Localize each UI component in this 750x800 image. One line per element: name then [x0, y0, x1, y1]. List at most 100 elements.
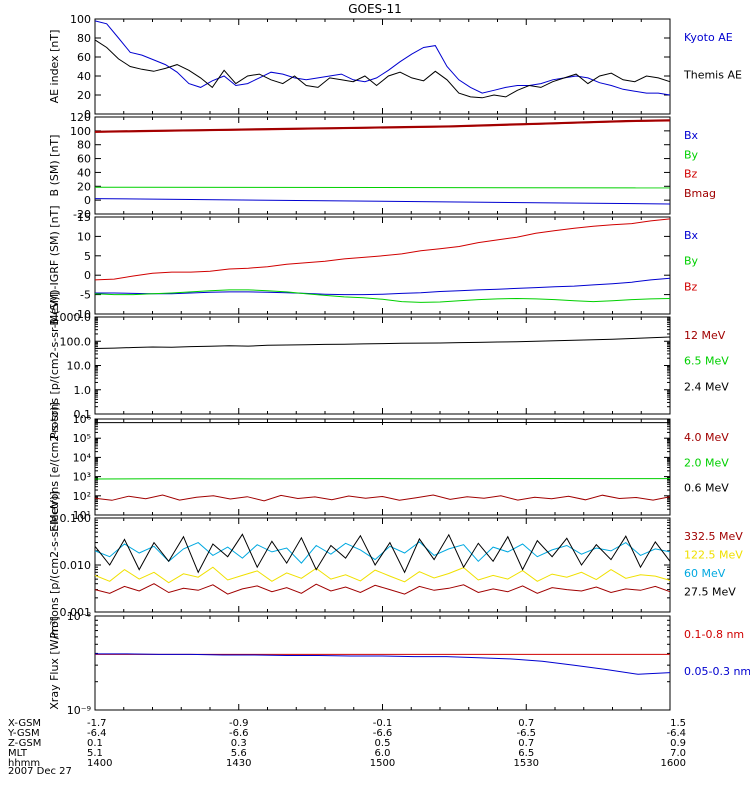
- legend-entry: By: [684, 255, 699, 268]
- legend-entry: 122.5 MeV: [684, 549, 743, 562]
- legend-entry: 0.6 MeV: [684, 482, 729, 495]
- x-axis-value: 1430: [226, 758, 251, 769]
- x-axis-value: 0.9: [670, 738, 686, 749]
- y-tick-label: 10⁶: [73, 413, 92, 426]
- legend-entry: 2.0 MeV: [684, 456, 729, 469]
- panel-7: 10⁻⁹ 10⁻⁸ Xray Flux [W/m²] 0.1-0.8 nm 0.05-0…: [48, 610, 750, 717]
- series-line-4-0-mev: [94, 494, 671, 502]
- y-tick-label: 0: [84, 269, 91, 282]
- x-axis-value: -6.6: [373, 728, 393, 739]
- x-axis-value: 6.5: [518, 748, 534, 759]
- y-tick-label: 100.0: [60, 335, 92, 348]
- y-tick-label: 0.010: [60, 559, 92, 572]
- y-tick-label: 0.1: [74, 408, 92, 421]
- y-tick-label: 60: [77, 153, 91, 166]
- legend-entry: 332.5 MeV: [684, 530, 743, 543]
- y-axis-label: AE index [nT]: [48, 30, 61, 104]
- series-line-bx: [95, 277, 671, 296]
- y-tick-label: 10⁻⁸: [67, 610, 92, 623]
- y-tick-label: 80: [77, 32, 91, 45]
- y-tick-label: 100: [70, 125, 91, 138]
- series-line-60-mev: [94, 541, 671, 564]
- y-tick-label: 10: [77, 230, 91, 243]
- series-line-2-4-mev: [94, 336, 671, 349]
- legend-entry: By: [684, 148, 699, 161]
- panel-frame: [94, 615, 671, 711]
- x-axis-value: 1530: [514, 758, 539, 769]
- legend-entry: 0.05-0.3 nm: [684, 665, 750, 678]
- x-axis-value: 6.0: [375, 748, 391, 759]
- y-tick-label: 10.0: [67, 360, 92, 373]
- y-tick-label: 80: [77, 139, 91, 152]
- series-line-0-05-0-3-nm: [95, 653, 671, 675]
- y-tick-label: 40: [77, 166, 91, 179]
- x-axis-row-label: MLT: [8, 748, 28, 759]
- x-axis-value: 7.0: [670, 748, 686, 759]
- date-label: 2007 Dec 27: [8, 766, 72, 777]
- y-tick-label: 0: [84, 108, 91, 121]
- y-tick-label: 20: [77, 89, 91, 102]
- y-axis-label: Electrons [e/(cm2-s-sr)]: [48, 402, 61, 532]
- series-line-bmag: [94, 119, 671, 133]
- x-axis-value: -6.4: [666, 728, 686, 739]
- legend-entry: 2.4 MeV: [684, 380, 729, 393]
- panel-frame: [94, 316, 671, 415]
- x-axis-value: 0.3: [231, 738, 247, 749]
- y-tick-label: 5: [84, 250, 91, 263]
- legend-entry: Bx: [684, 229, 699, 242]
- y-tick-label: 0.100: [60, 512, 92, 525]
- y-tick-label: 10⁻⁹: [67, 704, 91, 717]
- y-tick-label: 100: [70, 13, 91, 26]
- y-axis-label: B (SM) [nT]: [48, 135, 61, 197]
- y-tick-label: 15: [77, 211, 91, 224]
- legend-entry: Themis AE: [683, 69, 742, 82]
- x-axis-value: -0.1: [373, 718, 393, 729]
- y-tick-label: 120: [70, 111, 91, 124]
- y-tick-label: 1000.0: [53, 311, 92, 324]
- x-axis-value: 0.7: [518, 718, 534, 729]
- x-axis-value: 5.1: [87, 748, 103, 759]
- y-tick-label: 0: [84, 194, 91, 207]
- y-tick-label: 10²: [73, 490, 91, 503]
- legend-entry: 6.5 MeV: [684, 355, 729, 368]
- panel-5: 10¹ 10² 10³ 10⁴ 10⁵ 10⁶ Electrons [e/(cm2-s-sr…: [48, 402, 729, 532]
- x-axis-value: -6.4: [87, 728, 107, 739]
- y-tick-label: 40: [77, 70, 91, 83]
- legend-entry: Bmag: [684, 187, 716, 200]
- x-axis-value: 0.1: [87, 738, 103, 749]
- x-axis-value: -6.6: [229, 728, 249, 739]
- y-tick-label: 10⁴: [73, 451, 92, 464]
- panel-frame: [94, 517, 671, 613]
- y-tick-label: -5: [80, 289, 91, 302]
- x-axis-value: 1500: [370, 758, 395, 769]
- series-line-by: [94, 186, 671, 189]
- y-tick-label: 0.001: [60, 606, 92, 619]
- series-line-bx: [94, 198, 671, 205]
- legend-entry: 12 MeV: [684, 329, 726, 342]
- series-line-kyoto-ae: [94, 20, 671, 96]
- panel-frame: [94, 418, 671, 516]
- x-axis-row-label: X-GSM: [8, 718, 41, 729]
- y-tick-label: 1.0: [74, 384, 92, 397]
- y-tick-label: 10⁵: [73, 432, 91, 445]
- y-tick-label: 10¹: [73, 509, 91, 522]
- series-line-themis-ae: [94, 39, 671, 99]
- y-tick-label: 20: [77, 180, 91, 193]
- x-axis-value: -6.5: [516, 728, 536, 739]
- y-axis-label: Xray Flux [W/m²]: [48, 616, 61, 709]
- x-axis-table: X-GSMY-GSMZ-GSMMLThhmm-1.7-6.40.15.11400…: [7, 718, 686, 769]
- legend-entry: 60 MeV: [684, 567, 726, 580]
- y-axis-label: Protons [p/(cm2-s-sr-MeV)]: [48, 292, 61, 439]
- x-axis-value: 1400: [87, 758, 112, 769]
- panel-1: 0 20 40 60 80 100 AE index [nT] Kyoto AE Themis …: [48, 13, 742, 121]
- x-axis-value: -0.9: [229, 718, 249, 729]
- y-tick-label: -10: [73, 308, 91, 321]
- legend-entry: Bx: [684, 129, 699, 142]
- y-tick-label: 60: [77, 51, 91, 64]
- x-axis-value: -1.7: [87, 718, 107, 729]
- series-line-332-5-mev: [94, 583, 671, 595]
